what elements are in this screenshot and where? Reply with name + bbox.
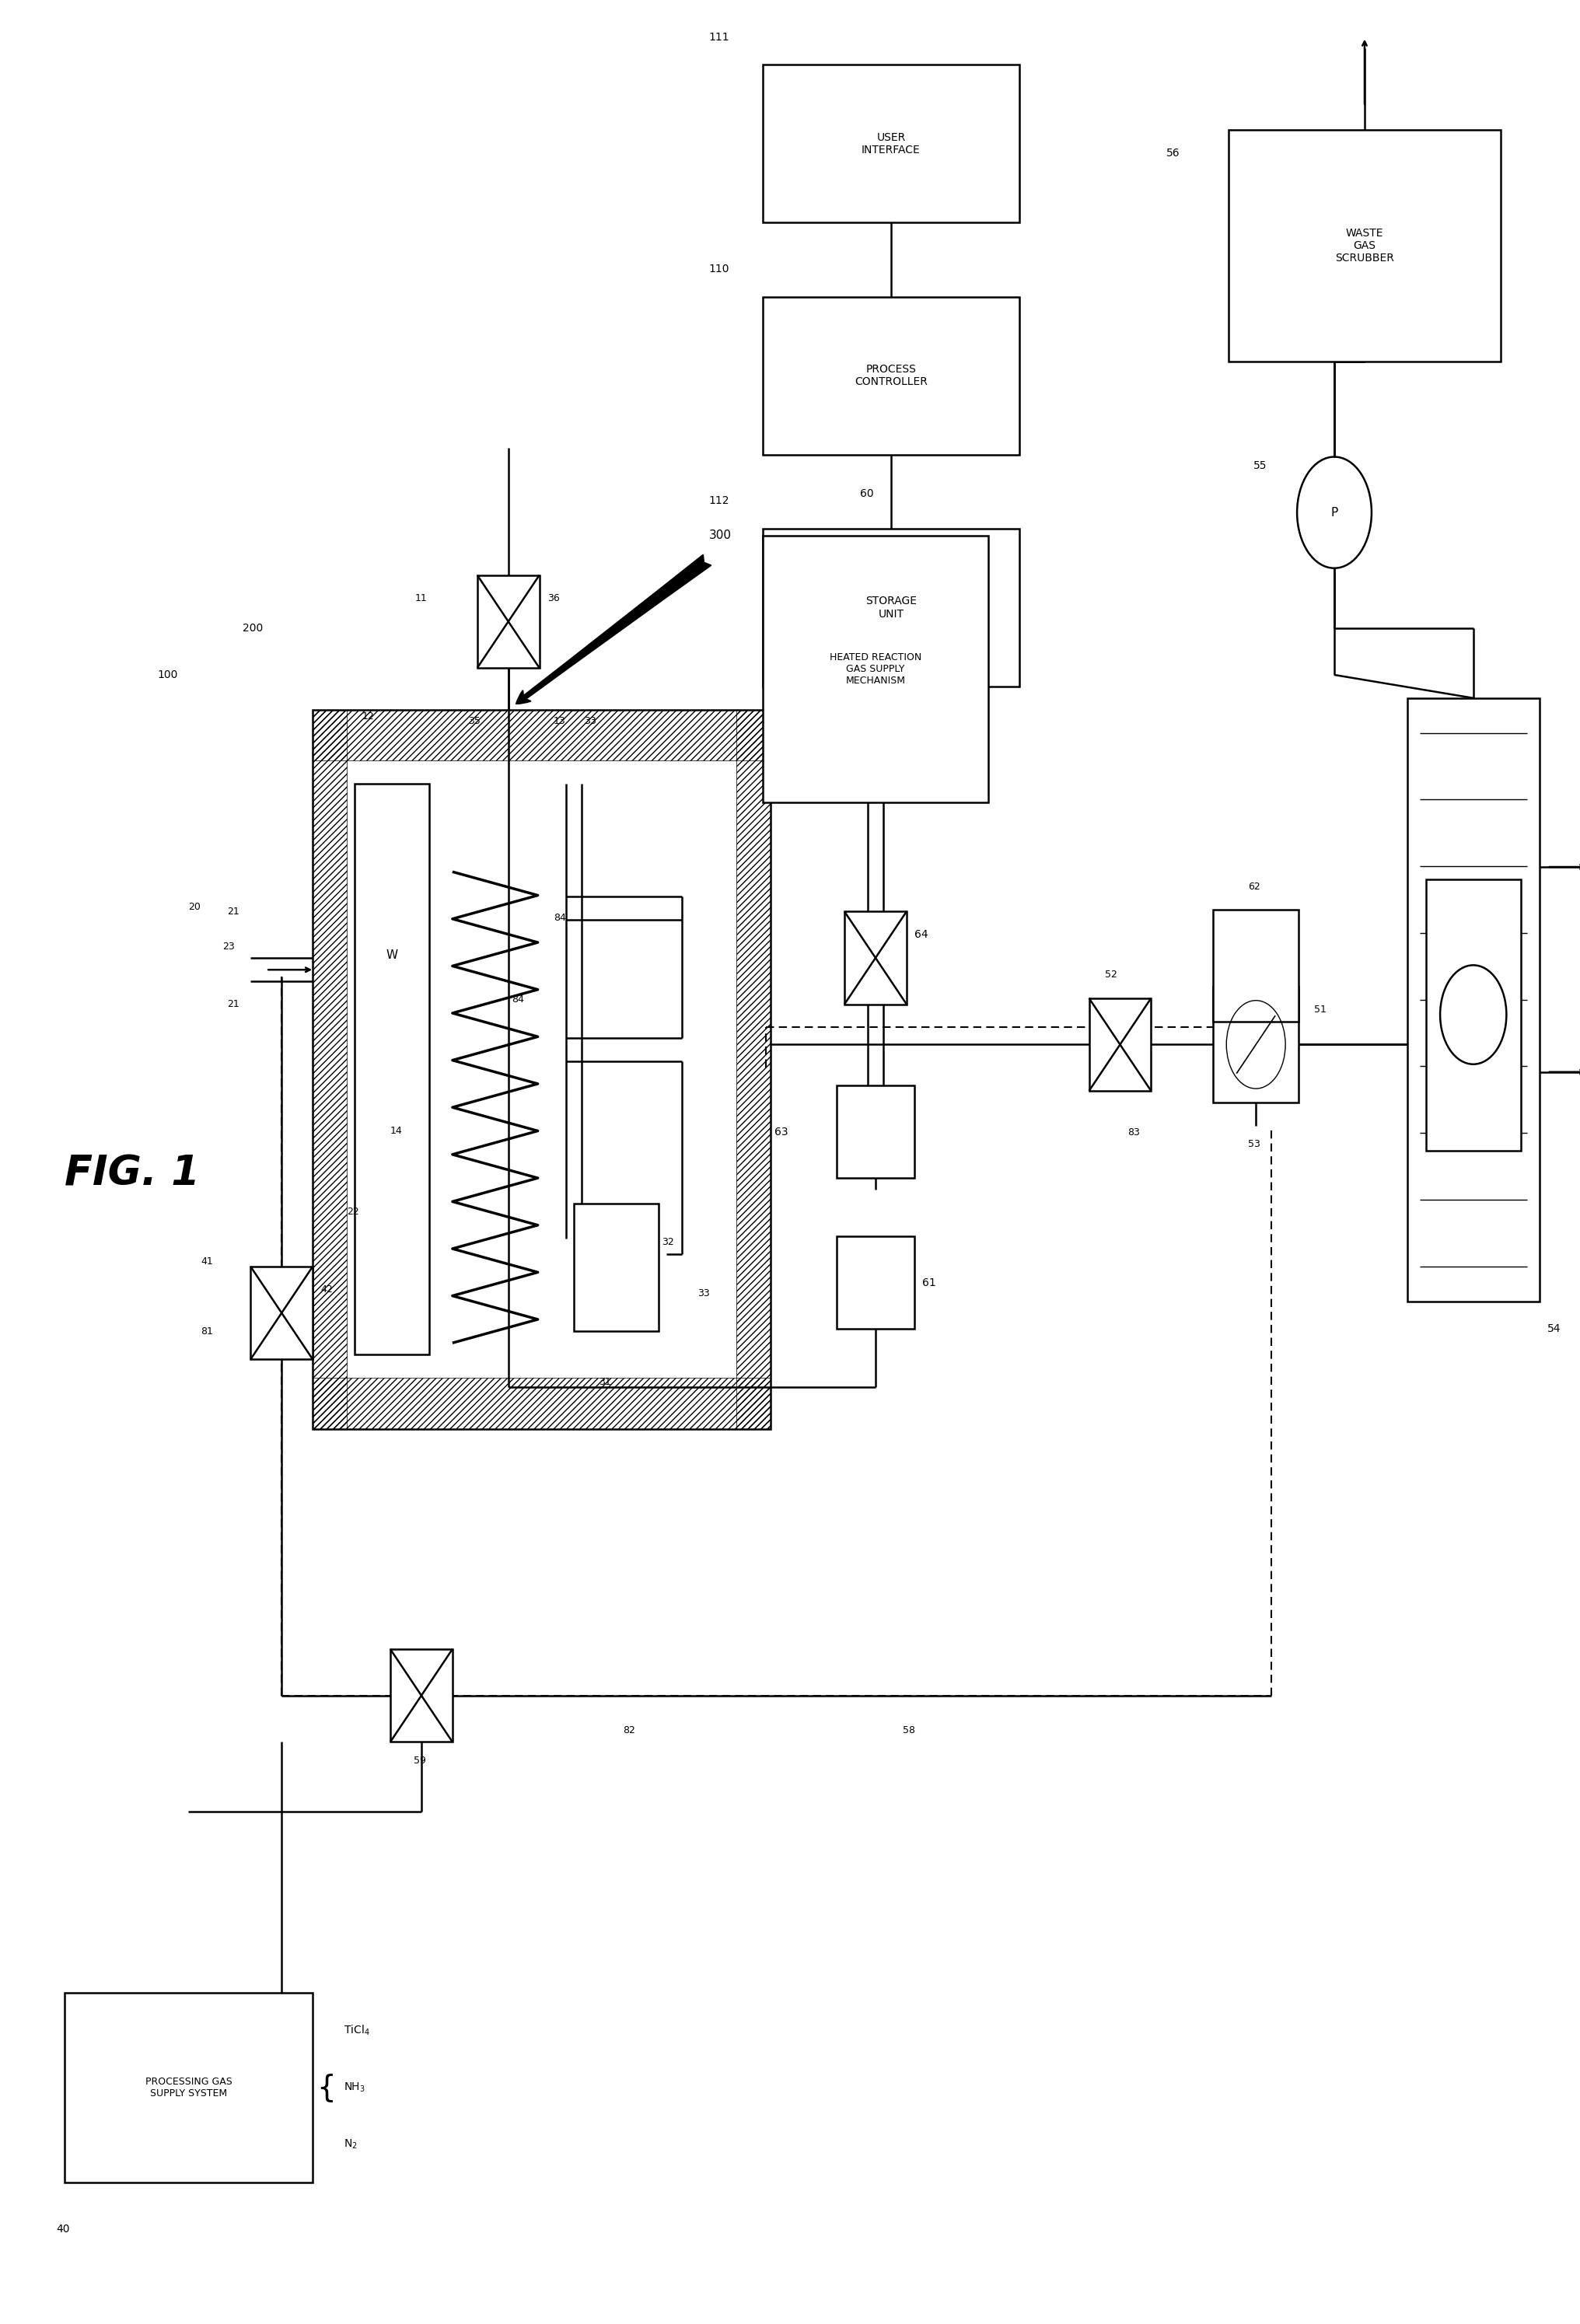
Text: 31: 31 <box>599 1378 611 1387</box>
Text: WASTE
GAS
SCRUBBER: WASTE GAS SCRUBBER <box>1335 228 1394 263</box>
Text: {: { <box>316 2073 337 2103</box>
Bar <box>763 65 1019 223</box>
Bar <box>251 1267 313 1360</box>
Text: 58: 58 <box>902 1724 915 1736</box>
Text: 59: 59 <box>414 1755 425 1766</box>
Bar <box>1425 878 1520 1150</box>
Text: NH$_3$: NH$_3$ <box>343 2082 365 2094</box>
Text: 33: 33 <box>585 716 596 727</box>
Text: 60: 60 <box>860 488 874 500</box>
Bar <box>313 709 346 1429</box>
Bar <box>1406 697 1539 1301</box>
Text: 55: 55 <box>1253 460 1267 472</box>
Bar <box>477 574 539 667</box>
Bar <box>354 783 428 1355</box>
Text: 82: 82 <box>623 1724 635 1736</box>
Text: 13: 13 <box>553 716 566 727</box>
Text: 41: 41 <box>201 1257 213 1267</box>
Text: 40: 40 <box>57 2224 70 2233</box>
Bar <box>836 1085 913 1178</box>
Text: 52: 52 <box>1104 969 1117 981</box>
Text: USER
INTERFACE: USER INTERFACE <box>861 132 920 156</box>
Bar <box>65 1992 313 2182</box>
Text: 22: 22 <box>346 1206 359 1218</box>
Text: 61: 61 <box>921 1278 935 1287</box>
Text: 111: 111 <box>708 33 728 42</box>
Text: 53: 53 <box>1248 1139 1259 1150</box>
Text: TiCl$_4$: TiCl$_4$ <box>343 2024 370 2038</box>
Text: 42: 42 <box>321 1285 332 1294</box>
Bar <box>313 1378 771 1429</box>
Text: 100: 100 <box>158 669 179 681</box>
Text: 51: 51 <box>1313 1004 1326 1016</box>
Text: 200: 200 <box>243 623 264 634</box>
Text: 20: 20 <box>188 902 201 911</box>
Bar <box>763 297 1019 456</box>
Text: 14: 14 <box>390 1125 403 1136</box>
Text: 110: 110 <box>708 263 728 274</box>
Text: 64: 64 <box>913 930 927 941</box>
Text: 23: 23 <box>223 941 235 951</box>
Text: 54: 54 <box>1547 1325 1559 1334</box>
Text: 62: 62 <box>1248 881 1259 892</box>
Text: 300: 300 <box>708 530 732 541</box>
Bar <box>313 709 771 760</box>
Bar <box>313 709 771 1429</box>
Text: 84: 84 <box>512 995 523 1004</box>
Text: 21: 21 <box>228 999 240 1009</box>
Text: 21: 21 <box>228 906 240 916</box>
Text: 81: 81 <box>201 1327 213 1336</box>
Text: PROCESSING GAS
SUPPLY SYSTEM: PROCESSING GAS SUPPLY SYSTEM <box>145 2078 232 2099</box>
Text: 35: 35 <box>468 716 480 727</box>
Text: HEATED REACTION
GAS SUPPLY
MECHANISM: HEATED REACTION GAS SUPPLY MECHANISM <box>829 653 921 686</box>
Text: 12: 12 <box>362 711 374 720</box>
Bar <box>574 1204 659 1332</box>
Text: 32: 32 <box>662 1236 675 1248</box>
Text: 36: 36 <box>547 593 559 604</box>
Bar <box>736 709 771 1429</box>
Bar <box>844 911 905 1004</box>
Text: STORAGE
UNIT: STORAGE UNIT <box>864 595 916 618</box>
Bar <box>836 1236 913 1329</box>
Bar <box>1089 997 1150 1090</box>
Text: 63: 63 <box>774 1127 788 1136</box>
Text: 84: 84 <box>553 913 566 923</box>
Bar <box>763 530 1019 686</box>
Bar <box>763 537 987 802</box>
Text: 112: 112 <box>708 495 728 507</box>
Bar <box>1228 130 1499 363</box>
Text: 11: 11 <box>416 593 427 604</box>
Text: 83: 83 <box>1127 1127 1139 1139</box>
Text: P: P <box>1330 507 1337 518</box>
Text: N$_2$: N$_2$ <box>343 2138 357 2152</box>
Bar <box>1212 988 1297 1102</box>
Text: W: W <box>386 948 398 960</box>
Text: FIG. 1: FIG. 1 <box>65 1153 199 1195</box>
Text: PROCESS
CONTROLLER: PROCESS CONTROLLER <box>855 365 927 388</box>
Bar <box>390 1650 452 1743</box>
Text: 33: 33 <box>697 1287 709 1299</box>
Text: 56: 56 <box>1166 146 1180 158</box>
Bar <box>1212 911 1297 1020</box>
